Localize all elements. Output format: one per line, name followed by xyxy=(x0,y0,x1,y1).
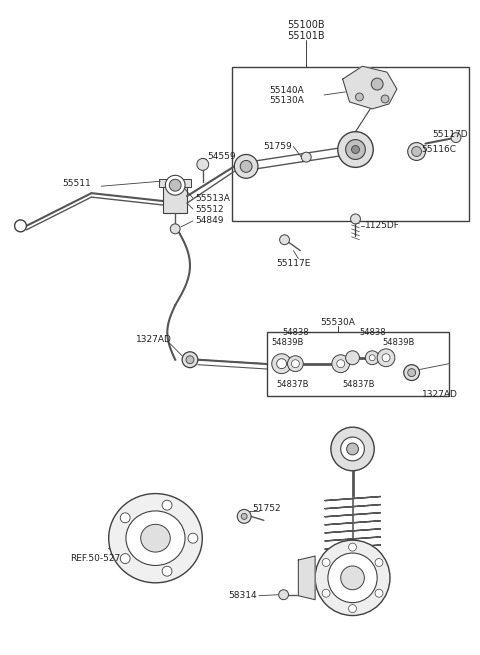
Circle shape xyxy=(162,500,172,510)
Circle shape xyxy=(120,553,130,563)
Circle shape xyxy=(234,155,258,178)
Circle shape xyxy=(350,214,360,224)
Text: 55511: 55511 xyxy=(62,179,91,188)
Text: 55530A: 55530A xyxy=(320,318,355,327)
Text: 58314: 58314 xyxy=(228,591,257,600)
Circle shape xyxy=(170,224,180,234)
Circle shape xyxy=(348,605,357,612)
Text: 54559: 54559 xyxy=(208,152,236,161)
Circle shape xyxy=(276,359,287,369)
Ellipse shape xyxy=(141,524,170,552)
Text: 55101B: 55101B xyxy=(288,31,325,41)
Text: REF.50-527: REF.50-527 xyxy=(70,553,120,563)
Circle shape xyxy=(347,443,359,455)
Circle shape xyxy=(288,356,303,371)
Text: 55140A: 55140A xyxy=(269,86,303,94)
Circle shape xyxy=(169,179,181,191)
Bar xyxy=(159,179,191,187)
Text: 1327AD: 1327AD xyxy=(421,390,457,399)
Circle shape xyxy=(351,145,360,153)
Circle shape xyxy=(120,513,130,523)
Circle shape xyxy=(341,566,364,590)
Circle shape xyxy=(341,437,364,461)
Circle shape xyxy=(451,133,461,143)
Text: 55513A: 55513A xyxy=(195,194,230,202)
Circle shape xyxy=(165,176,185,195)
Circle shape xyxy=(328,553,377,603)
Text: 55512: 55512 xyxy=(195,204,224,214)
Circle shape xyxy=(404,365,420,381)
Text: 55116C: 55116C xyxy=(421,145,456,154)
Circle shape xyxy=(338,132,373,168)
Text: 54837B: 54837B xyxy=(276,380,309,389)
Text: 54838: 54838 xyxy=(282,328,309,337)
Circle shape xyxy=(332,355,349,373)
Circle shape xyxy=(162,566,172,576)
Circle shape xyxy=(348,543,357,551)
Circle shape xyxy=(272,354,291,373)
Text: 55130A: 55130A xyxy=(269,96,304,105)
Circle shape xyxy=(186,356,194,364)
Polygon shape xyxy=(299,556,315,600)
Text: 54839B: 54839B xyxy=(272,339,304,347)
Circle shape xyxy=(291,360,300,367)
Circle shape xyxy=(188,533,198,543)
Circle shape xyxy=(331,427,374,471)
Bar xyxy=(232,67,469,221)
Circle shape xyxy=(381,95,389,103)
Text: 55117E: 55117E xyxy=(276,259,311,268)
Circle shape xyxy=(375,590,383,597)
Circle shape xyxy=(382,354,390,362)
Circle shape xyxy=(365,351,379,365)
Circle shape xyxy=(322,559,330,567)
Circle shape xyxy=(301,152,311,162)
Circle shape xyxy=(408,143,425,160)
Circle shape xyxy=(346,140,365,159)
Text: 54839B: 54839B xyxy=(382,339,414,347)
Bar xyxy=(345,553,360,578)
Text: 1327AD: 1327AD xyxy=(136,335,172,345)
Circle shape xyxy=(346,351,360,365)
Text: 54849: 54849 xyxy=(195,216,223,225)
Bar xyxy=(163,183,187,213)
Text: 55117D: 55117D xyxy=(432,130,468,139)
Circle shape xyxy=(408,369,416,377)
Circle shape xyxy=(356,93,363,101)
Bar xyxy=(267,332,449,396)
Circle shape xyxy=(337,360,345,367)
Text: 1125DF: 1125DF xyxy=(365,221,400,231)
Text: 54837B: 54837B xyxy=(343,380,375,389)
Text: 55100B: 55100B xyxy=(288,20,325,29)
Circle shape xyxy=(377,349,395,367)
Circle shape xyxy=(369,355,375,361)
Ellipse shape xyxy=(108,494,202,583)
Text: 54838: 54838 xyxy=(359,328,385,337)
Circle shape xyxy=(240,160,252,172)
Circle shape xyxy=(280,234,289,245)
Circle shape xyxy=(315,540,390,616)
Ellipse shape xyxy=(126,511,185,565)
Circle shape xyxy=(322,590,330,597)
Circle shape xyxy=(412,147,421,157)
Circle shape xyxy=(241,514,247,519)
Text: 51752: 51752 xyxy=(252,504,281,513)
Circle shape xyxy=(182,352,198,367)
Circle shape xyxy=(371,78,383,90)
Circle shape xyxy=(375,559,383,567)
Text: 51759: 51759 xyxy=(263,142,292,151)
Circle shape xyxy=(279,590,288,600)
Circle shape xyxy=(197,159,209,170)
Circle shape xyxy=(14,220,26,232)
Circle shape xyxy=(237,510,251,523)
Polygon shape xyxy=(343,66,397,109)
